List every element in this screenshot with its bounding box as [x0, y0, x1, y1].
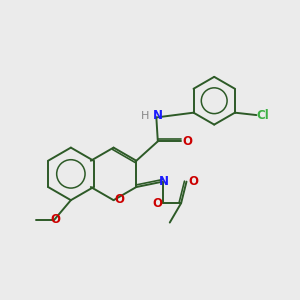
Text: O: O — [114, 193, 124, 206]
Text: N: N — [153, 109, 163, 122]
Text: O: O — [182, 135, 192, 148]
Text: H: H — [141, 111, 149, 121]
Text: O: O — [50, 213, 60, 226]
Text: O: O — [152, 197, 162, 210]
Text: O: O — [188, 175, 198, 188]
Text: N: N — [159, 175, 169, 188]
Text: Cl: Cl — [256, 109, 269, 122]
